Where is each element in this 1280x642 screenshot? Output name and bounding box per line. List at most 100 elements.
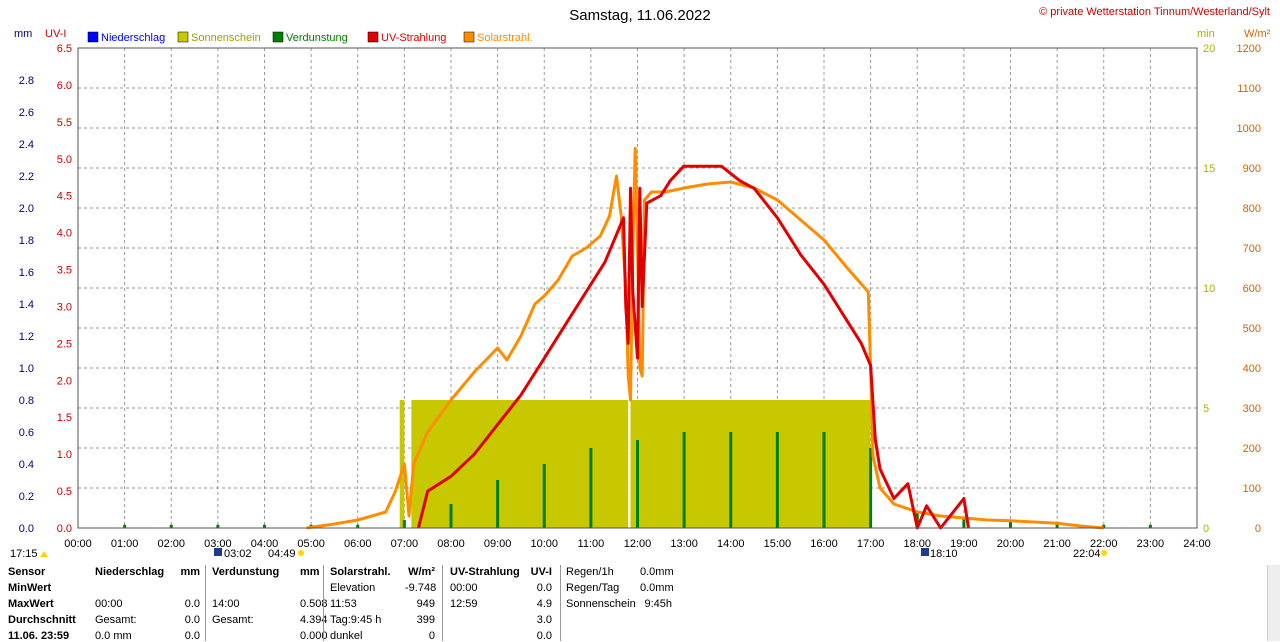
evaporation-spike	[636, 440, 639, 528]
evaporation-spike	[123, 524, 127, 528]
legend-label: Verdunstung	[286, 32, 348, 44]
table-cell: Gesamt:	[95, 614, 137, 626]
evaporation-spike	[589, 448, 593, 528]
evaporation-spike	[542, 464, 546, 528]
sunshine-bar	[630, 400, 871, 528]
scrollbar[interactable]	[1267, 565, 1280, 641]
evaporation-spike	[915, 512, 919, 528]
table-cell: 4.9	[536, 598, 552, 610]
uv-tick-label: 5.0	[57, 154, 72, 166]
uv-tick-label: 1.5	[57, 412, 72, 424]
uv-tick-label: 3.5	[57, 265, 72, 277]
evaporation-spike	[496, 480, 500, 528]
axes: 00:00 01:00 02:00 03:00 04:00 05:00 06:00 07:00…	[19, 43, 1261, 550]
mm-tick-label: 0.4	[19, 459, 34, 471]
legend-label: Solarstrahl.	[477, 32, 533, 44]
table-cell: Niederschlag	[95, 566, 165, 578]
table-cell: UV-Strahlung	[450, 566, 520, 578]
table-cell: 12:59	[450, 598, 478, 610]
table-cell: 399	[416, 614, 435, 626]
wm2-tick-label: 0	[1255, 523, 1261, 535]
time-marker-dusk: 22:04	[1073, 548, 1101, 560]
evaporation-spike	[729, 432, 733, 528]
wm2-tick-label: 600	[1243, 283, 1261, 295]
mm-tick-label: 1.0	[19, 363, 34, 375]
uv-tick-label: 6.5	[57, 43, 72, 55]
evaporation-spike	[1009, 520, 1012, 528]
evaporation-spike	[962, 518, 966, 528]
wm2-tick-label: 300	[1243, 403, 1261, 415]
min-tick-label: 15	[1203, 163, 1215, 175]
credit-text: © private Wetterstation Tinnum/Westerlan…	[1039, 6, 1270, 18]
time-marker-dawn: 04:49	[268, 548, 296, 560]
table-cell: 0.0	[184, 614, 200, 626]
table-cell: 11.06. 23:59	[8, 630, 70, 642]
table-cell: Sensor	[8, 566, 46, 578]
x-tick-label: 24:00	[1183, 538, 1211, 550]
table-cell: 00:00	[450, 582, 478, 594]
table-cell: Elevation	[330, 582, 376, 594]
time-marker-sunset: 18:10	[930, 548, 958, 560]
table-cell: Durchschnitt	[8, 614, 76, 626]
x-tick-label: 22:00	[1090, 538, 1118, 550]
sunshine-blocks	[399, 400, 871, 528]
x-tick-label: 23:00	[1137, 538, 1165, 550]
table-cell: Sonnenschein	[566, 598, 636, 610]
table-cell: 0.0	[536, 582, 552, 594]
table-cell: 0.000	[300, 630, 328, 642]
wm2-tick-label: 500	[1243, 323, 1261, 335]
min-tick-label: 5	[1203, 403, 1209, 415]
evaporation-spike	[1055, 521, 1059, 528]
x-tick-label: 09:00	[484, 538, 512, 550]
mm-tick-label: 2.8	[19, 75, 34, 87]
mm-tick-label: 2.6	[19, 107, 34, 119]
weather-chart: Samstag, 11.06.2022 © private Wetterstat…	[10, 6, 1271, 560]
wm2-tick-label: 1200	[1237, 43, 1261, 55]
uv-tick-label: 5.5	[57, 117, 72, 129]
table-cell: 0.0	[536, 630, 552, 642]
table-cell: Tag:9:45 h	[330, 614, 382, 626]
table-cell: 0.0 mm	[95, 630, 132, 642]
mm-tick-label: 1.4	[19, 299, 34, 311]
axis-unit-uv: UV-I	[45, 28, 66, 40]
table-cell: W/m²	[408, 566, 435, 578]
legend-label: Niederschlag	[101, 32, 165, 44]
legend-swatch	[87, 31, 99, 43]
x-tick-label: 08:00	[437, 538, 465, 550]
legend-swatch	[463, 31, 475, 43]
mm-tick-label: 2.4	[19, 139, 34, 151]
sunrise-icon	[298, 550, 304, 556]
x-tick-label: 19:00	[950, 538, 978, 550]
axis-unit-wm2: W/m²	[1244, 28, 1271, 40]
table-cell: 949	[416, 598, 435, 610]
table-cell: MinWert	[8, 582, 52, 594]
table-cell: MaxWert	[8, 598, 54, 610]
mm-tick-label: 0.6	[19, 427, 34, 439]
divider	[560, 565, 561, 641]
wm2-tick-label: 1000	[1237, 123, 1261, 135]
time-marker-sunrise: 03:02	[224, 548, 252, 560]
mm-tick-label: 0.2	[19, 491, 34, 503]
moonrise-icon	[214, 548, 222, 556]
evaporation-spike	[682, 432, 686, 528]
evaporation-spike	[169, 524, 173, 528]
mm-tick-label: 1.6	[19, 267, 34, 279]
evaporation-spikes	[123, 432, 1152, 528]
wm2-tick-label: 700	[1243, 243, 1261, 255]
uv-tick-label: 0.0	[57, 523, 72, 535]
divider	[442, 565, 443, 641]
x-tick-label: 11:00	[578, 538, 605, 550]
x-tick-label: 01:00	[111, 538, 139, 550]
min-tick-label: 10	[1203, 283, 1215, 295]
x-tick-label: 16:00	[810, 538, 838, 550]
x-tick-label: 13:00	[670, 538, 698, 550]
table-cell: mm	[180, 566, 200, 578]
table-cell: Solarstrahl.	[330, 566, 391, 578]
table-cell: 0	[428, 630, 435, 642]
evaporation-spike	[1102, 524, 1106, 528]
table-cell: dunkel	[330, 630, 363, 642]
table-cell: 0.0mm	[640, 582, 674, 594]
moonset-icon	[921, 548, 929, 556]
x-tick-label: 03:00	[204, 538, 232, 550]
uv-tick-label: 4.0	[57, 228, 72, 240]
